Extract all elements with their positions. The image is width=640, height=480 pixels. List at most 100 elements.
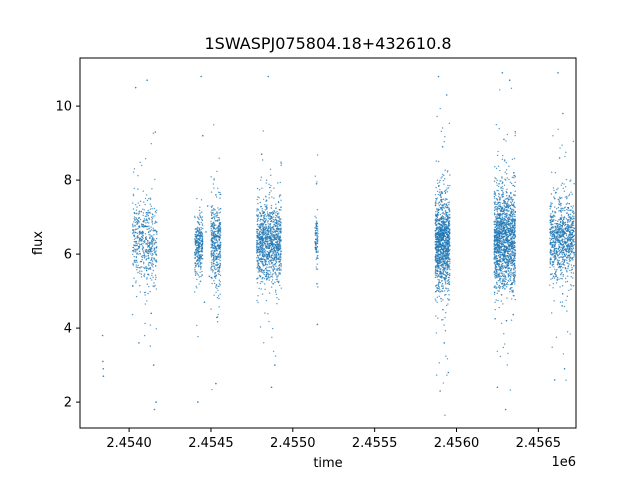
data-point <box>153 243 155 246</box>
data-point <box>264 230 266 232</box>
data-point <box>211 209 213 211</box>
data-point <box>508 250 510 252</box>
data-point <box>278 298 280 301</box>
data-point <box>317 286 319 288</box>
data-point <box>200 275 202 278</box>
data-point <box>437 202 439 205</box>
data-point <box>317 257 319 260</box>
data-point <box>279 258 282 260</box>
data-point <box>441 127 444 129</box>
data-point <box>135 237 137 239</box>
data-point <box>435 265 437 267</box>
data-point <box>507 243 509 245</box>
data-point <box>261 281 264 283</box>
data-point <box>140 243 142 246</box>
data-point <box>442 227 444 229</box>
data-point <box>501 265 503 267</box>
data-point <box>202 258 204 260</box>
data-point <box>444 192 447 195</box>
data-point <box>500 232 502 234</box>
data-point <box>134 250 137 252</box>
data-point <box>196 220 199 223</box>
data-point <box>441 254 443 256</box>
data-point <box>216 268 218 270</box>
data-point <box>435 254 437 257</box>
data-point <box>212 271 214 273</box>
data-point <box>270 174 272 177</box>
data-point <box>275 247 277 249</box>
data-point <box>219 247 221 249</box>
data-point <box>144 203 146 206</box>
data-point <box>134 225 136 227</box>
data-point <box>264 261 266 263</box>
data-point <box>496 248 499 251</box>
data-point <box>509 258 511 260</box>
data-point <box>512 263 514 266</box>
data-point <box>273 212 275 214</box>
data-point <box>146 244 149 246</box>
data-point <box>261 159 264 161</box>
data-point <box>272 240 274 242</box>
data-point <box>439 188 441 191</box>
data-point <box>265 260 267 263</box>
data-point <box>443 174 445 177</box>
data-point <box>448 201 451 203</box>
data-point <box>142 223 144 226</box>
data-point <box>259 266 261 269</box>
data-point <box>151 260 154 262</box>
data-point <box>212 269 214 272</box>
data-point <box>514 181 516 184</box>
data-point <box>511 274 513 276</box>
data-point <box>444 278 446 281</box>
data-point <box>504 255 506 257</box>
data-point <box>444 264 447 267</box>
data-point <box>505 278 507 280</box>
data-point <box>438 204 441 207</box>
data-point <box>210 253 212 256</box>
data-point <box>512 203 515 205</box>
data-point <box>439 237 441 239</box>
data-point <box>257 214 260 216</box>
data-point <box>266 234 268 236</box>
data-point <box>257 202 259 205</box>
data-point <box>496 179 498 182</box>
data-point <box>265 273 268 276</box>
data-point <box>261 187 263 189</box>
data-point <box>511 158 514 160</box>
data-point <box>494 308 496 311</box>
data-point <box>507 264 510 267</box>
data-point <box>214 253 216 255</box>
data-point <box>449 232 451 235</box>
data-point <box>280 221 282 224</box>
data-point <box>435 200 437 202</box>
data-point <box>197 234 199 236</box>
data-point <box>263 258 265 260</box>
data-point <box>448 294 450 296</box>
data-point <box>434 222 437 225</box>
data-point <box>445 312 447 314</box>
data-point <box>506 297 508 299</box>
data-point <box>131 313 134 316</box>
data-point <box>262 272 264 274</box>
data-point <box>133 221 135 223</box>
data-point <box>513 215 515 218</box>
data-point <box>442 237 444 239</box>
data-point <box>444 290 446 292</box>
data-point <box>314 234 317 236</box>
data-point <box>437 278 439 281</box>
data-point <box>273 255 275 257</box>
data-point <box>142 214 144 217</box>
data-point <box>257 208 259 210</box>
data-point <box>265 241 267 243</box>
data-point <box>500 258 503 260</box>
data-point <box>505 286 508 288</box>
data-point <box>263 233 265 236</box>
data-point <box>509 216 511 218</box>
data-point <box>494 276 496 278</box>
data-point <box>278 215 280 218</box>
data-point <box>273 227 275 230</box>
data-point <box>143 275 145 278</box>
data-point <box>148 227 151 229</box>
data-point <box>496 225 498 227</box>
data-point <box>499 355 502 358</box>
